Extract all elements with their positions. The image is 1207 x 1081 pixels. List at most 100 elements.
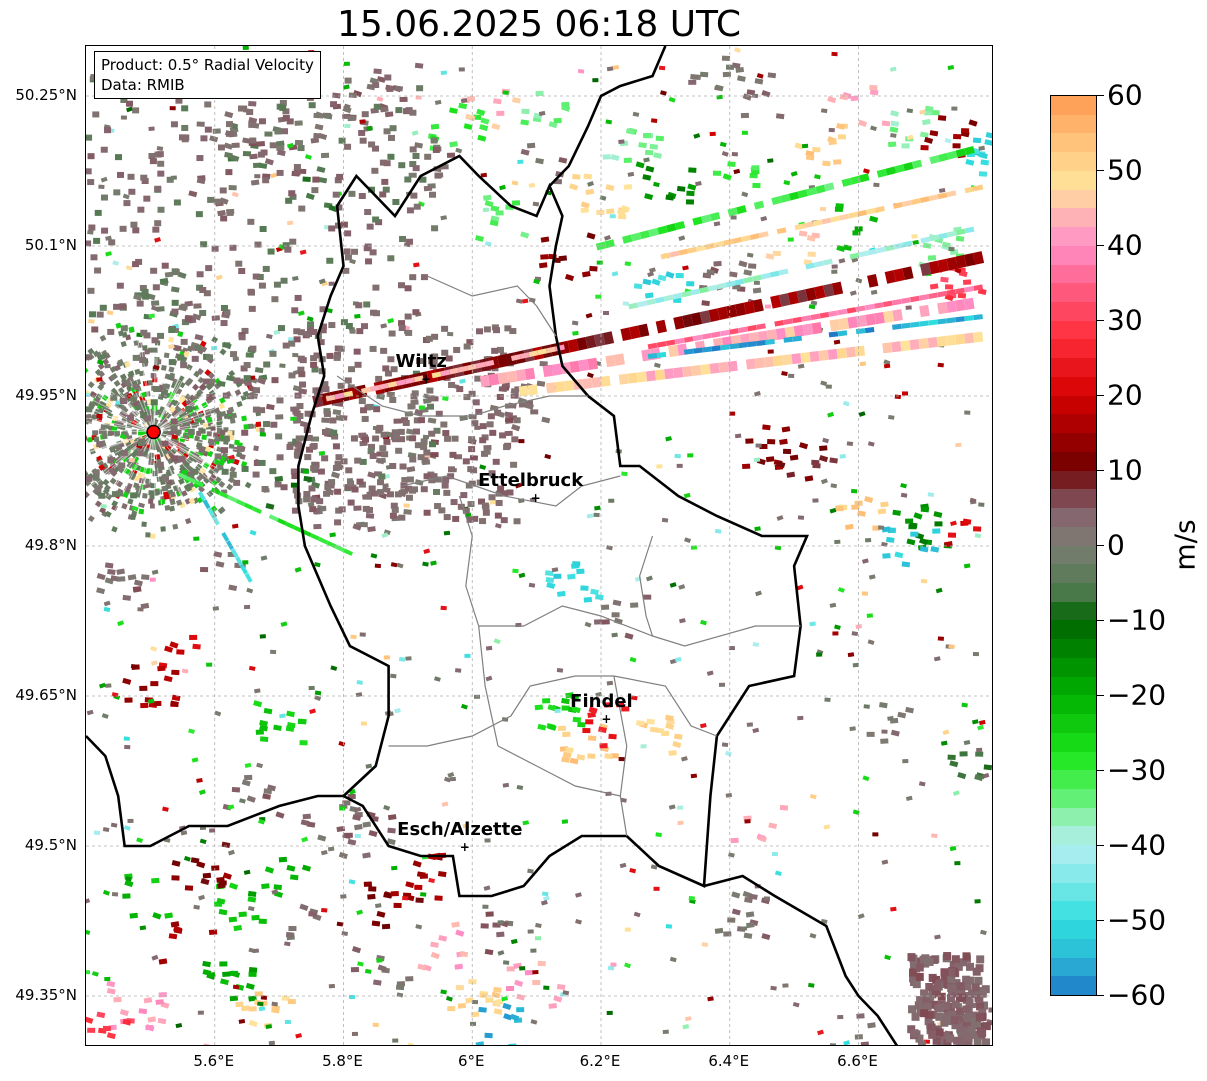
ray-gate bbox=[647, 342, 658, 350]
velocity-gate bbox=[151, 954, 159, 961]
clutter-gate bbox=[114, 431, 120, 437]
velocity-gate bbox=[470, 467, 478, 474]
velocity-gate bbox=[599, 743, 608, 749]
velocity-gate bbox=[288, 190, 296, 197]
velocity-gate bbox=[850, 488, 858, 494]
velocity-gate bbox=[137, 607, 144, 612]
velocity-gate bbox=[119, 433, 127, 440]
velocity-gate bbox=[273, 724, 282, 731]
velocity-gate bbox=[162, 806, 169, 812]
ray-gate bbox=[946, 150, 958, 160]
velocity-gate bbox=[252, 471, 260, 478]
velocity-gate bbox=[509, 328, 517, 335]
velocity-gate bbox=[150, 267, 158, 274]
ray-gate bbox=[618, 373, 629, 385]
velocity-gate bbox=[314, 695, 322, 701]
velocity-gate bbox=[685, 199, 694, 205]
ray-gate bbox=[551, 363, 563, 376]
velocity-gate bbox=[244, 762, 252, 768]
ray-gate bbox=[830, 215, 841, 223]
velocity-gate bbox=[367, 448, 375, 455]
velocity-gate bbox=[304, 154, 312, 160]
velocity-gate bbox=[752, 182, 761, 189]
velocity-gate bbox=[309, 708, 316, 715]
velocity-gate bbox=[973, 1019, 982, 1028]
velocity-gate bbox=[475, 1041, 485, 1045]
ray-gate bbox=[497, 372, 509, 385]
ray-gate bbox=[928, 292, 938, 299]
radar-map[interactable] bbox=[85, 45, 993, 1046]
velocity-gate bbox=[920, 144, 929, 151]
velocity-gate bbox=[520, 231, 530, 239]
velocity-gate bbox=[881, 120, 891, 127]
velocity-gate bbox=[276, 169, 284, 176]
velocity-gate bbox=[384, 370, 392, 377]
velocity-gate bbox=[861, 591, 869, 596]
clutter-gate bbox=[97, 370, 106, 378]
velocity-gate bbox=[151, 300, 160, 306]
velocity-gate bbox=[372, 284, 380, 291]
velocity-gate bbox=[352, 523, 362, 531]
velocity-gate bbox=[148, 153, 156, 160]
clutter-gate bbox=[219, 397, 226, 404]
ray-gate bbox=[378, 383, 389, 390]
velocity-gate bbox=[202, 969, 212, 976]
velocity-gate bbox=[86, 929, 91, 935]
velocity-gate bbox=[742, 890, 752, 899]
colorbar-tick-label: 20 bbox=[1107, 378, 1143, 412]
canton-boundary bbox=[639, 535, 654, 637]
velocity-gate bbox=[337, 345, 345, 352]
velocity-gate bbox=[847, 652, 855, 658]
velocity-gate bbox=[363, 881, 373, 887]
velocity-gate bbox=[974, 533, 982, 539]
velocity-gate bbox=[922, 997, 931, 1006]
colorbar-tick-label: −60 bbox=[1107, 978, 1167, 1012]
ray-gate bbox=[964, 297, 975, 310]
velocity-gate bbox=[819, 206, 827, 212]
velocity-gate bbox=[925, 982, 934, 991]
ray-gate bbox=[645, 370, 657, 382]
ray-gate bbox=[945, 334, 956, 346]
velocity-gate bbox=[254, 174, 261, 179]
velocity-gate bbox=[196, 861, 206, 869]
velocity-gate bbox=[423, 473, 431, 480]
velocity-gate bbox=[302, 176, 311, 183]
velocity-gate bbox=[831, 269, 838, 274]
clutter-gate bbox=[133, 482, 140, 489]
velocity-gate bbox=[206, 394, 214, 401]
ray-gate bbox=[682, 366, 693, 378]
ray-gate bbox=[221, 532, 230, 542]
velocity-gate bbox=[248, 1006, 257, 1012]
velocity-gate bbox=[741, 191, 749, 198]
velocity-gate bbox=[286, 443, 294, 450]
velocity-gate bbox=[509, 1013, 520, 1022]
colorbar-segment bbox=[1051, 339, 1096, 360]
ray-gate bbox=[855, 328, 866, 335]
clutter-gate bbox=[102, 433, 108, 440]
velocity-gate bbox=[294, 120, 303, 126]
velocity-gate bbox=[191, 355, 199, 362]
velocity-gate bbox=[139, 357, 147, 364]
velocity-gate bbox=[389, 125, 397, 132]
ray-gate bbox=[673, 315, 685, 330]
velocity-gate bbox=[857, 913, 865, 919]
clutter-gate bbox=[115, 480, 123, 487]
velocity-gate bbox=[233, 479, 241, 486]
velocity-gate bbox=[367, 471, 377, 479]
velocity-gate bbox=[690, 545, 698, 550]
velocity-gate bbox=[368, 443, 376, 450]
velocity-gate bbox=[225, 169, 233, 176]
velocity-gate bbox=[537, 960, 546, 967]
clutter-gate bbox=[102, 478, 110, 486]
ray-gate bbox=[919, 262, 932, 277]
velocity-gate bbox=[474, 375, 482, 382]
velocity-gate bbox=[170, 921, 180, 928]
velocity-gate bbox=[215, 274, 223, 281]
velocity-gate bbox=[271, 377, 279, 384]
velocity-gate bbox=[260, 995, 268, 1000]
velocity-gate bbox=[335, 454, 343, 461]
velocity-gate bbox=[811, 232, 820, 239]
velocity-gate bbox=[122, 594, 132, 601]
velocity-gate bbox=[489, 219, 499, 227]
ray-gate bbox=[818, 349, 829, 361]
